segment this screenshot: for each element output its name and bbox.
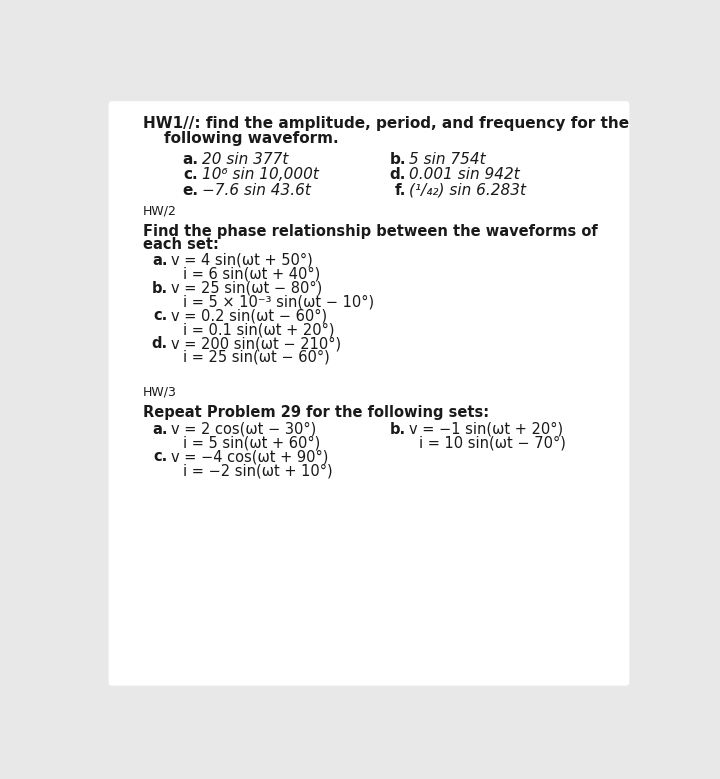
Text: 0.001 sin 942t: 0.001 sin 942t (409, 167, 520, 182)
Text: c.: c. (184, 167, 199, 182)
Text: v = 0.2 sin(ωt − 60°): v = 0.2 sin(ωt − 60°) (171, 308, 327, 323)
Text: Repeat Problem 29 for the following sets:: Repeat Problem 29 for the following sets… (143, 404, 489, 420)
Text: −7.6 sin 43.6t: −7.6 sin 43.6t (202, 183, 310, 198)
Text: v = 200 sin(ωt − 210°): v = 200 sin(ωt − 210°) (171, 336, 341, 351)
Text: i = 25 sin(ωt − 60°): i = 25 sin(ωt − 60°) (183, 350, 330, 365)
Text: b.: b. (151, 280, 168, 295)
Text: b.: b. (390, 421, 406, 436)
Text: 20 sin 377t: 20 sin 377t (202, 152, 288, 167)
Text: HW/3: HW/3 (143, 386, 176, 398)
Text: v = 2 cos(ωt − 30°): v = 2 cos(ωt − 30°) (171, 421, 316, 436)
Text: Find the phase relationship between the waveforms of: Find the phase relationship between the … (143, 224, 598, 238)
Text: HW1//: find the amplitude, period, and frequency for the: HW1//: find the amplitude, period, and f… (143, 116, 629, 131)
Text: HW/2: HW/2 (143, 204, 176, 217)
Text: e.: e. (182, 183, 199, 198)
Text: i = 5 × 10⁻³ sin(ωt − 10°): i = 5 × 10⁻³ sin(ωt − 10°) (183, 294, 374, 309)
Text: i = 5 sin(ωt + 60°): i = 5 sin(ωt + 60°) (183, 435, 320, 450)
Text: i = −2 sin(ωt + 10°): i = −2 sin(ωt + 10°) (183, 463, 333, 478)
Text: v = −1 sin(ωt + 20°): v = −1 sin(ωt + 20°) (409, 421, 564, 436)
Text: f.: f. (395, 183, 406, 198)
Text: 5 sin 754t: 5 sin 754t (409, 152, 486, 167)
Text: v = 4 sin(ωt + 50°): v = 4 sin(ωt + 50°) (171, 253, 312, 268)
FancyBboxPatch shape (109, 101, 629, 686)
Text: following waveform.: following waveform. (143, 131, 338, 146)
Text: i = 10 sin(ωt − 70°): i = 10 sin(ωt − 70°) (418, 435, 565, 450)
Text: (¹/₄₂) sin 6.283t: (¹/₄₂) sin 6.283t (409, 183, 526, 198)
Text: a.: a. (152, 421, 168, 436)
Text: a.: a. (152, 253, 168, 268)
Text: d.: d. (151, 336, 168, 351)
Text: c.: c. (153, 308, 168, 323)
Text: i = 6 sin(ωt + 40°): i = 6 sin(ωt + 40°) (183, 266, 320, 282)
Text: b.: b. (390, 152, 406, 167)
Text: d.: d. (390, 167, 406, 182)
Text: 10⁶ sin 10,000t: 10⁶ sin 10,000t (202, 167, 318, 182)
Text: v = −4 cos(ωt + 90°): v = −4 cos(ωt + 90°) (171, 449, 328, 464)
Text: a.: a. (182, 152, 199, 167)
Text: i = 0.1 sin(ωt + 20°): i = 0.1 sin(ωt + 20°) (183, 323, 335, 337)
Text: each set:: each set: (143, 238, 219, 252)
Text: v = 25 sin(ωt − 80°): v = 25 sin(ωt − 80°) (171, 280, 322, 295)
Text: c.: c. (153, 449, 168, 464)
